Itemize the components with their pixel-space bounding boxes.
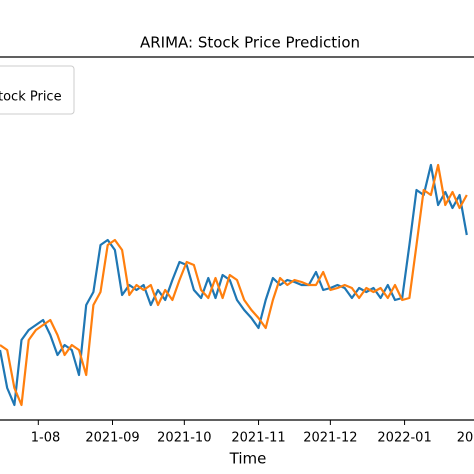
x-axis-label: Time	[229, 450, 267, 468]
chart-title: ARIMA: Stock Price Prediction	[140, 34, 360, 52]
legend-text: tock Price	[0, 90, 62, 105]
series-line	[0, 163, 468, 407]
legend-box	[0, 65, 75, 115]
x-tick-label: 2021-12	[303, 431, 357, 446]
x-tick-label: 2022-01	[377, 431, 431, 446]
x-tick-label: 2021-09	[85, 431, 139, 446]
series-line	[0, 163, 468, 407]
x-tick-label: 2021-10	[157, 431, 211, 446]
x-tick-label: 1-08	[31, 431, 61, 446]
x-tick-label: 20	[457, 431, 474, 446]
x-tick-label: 2021-11	[231, 431, 285, 446]
